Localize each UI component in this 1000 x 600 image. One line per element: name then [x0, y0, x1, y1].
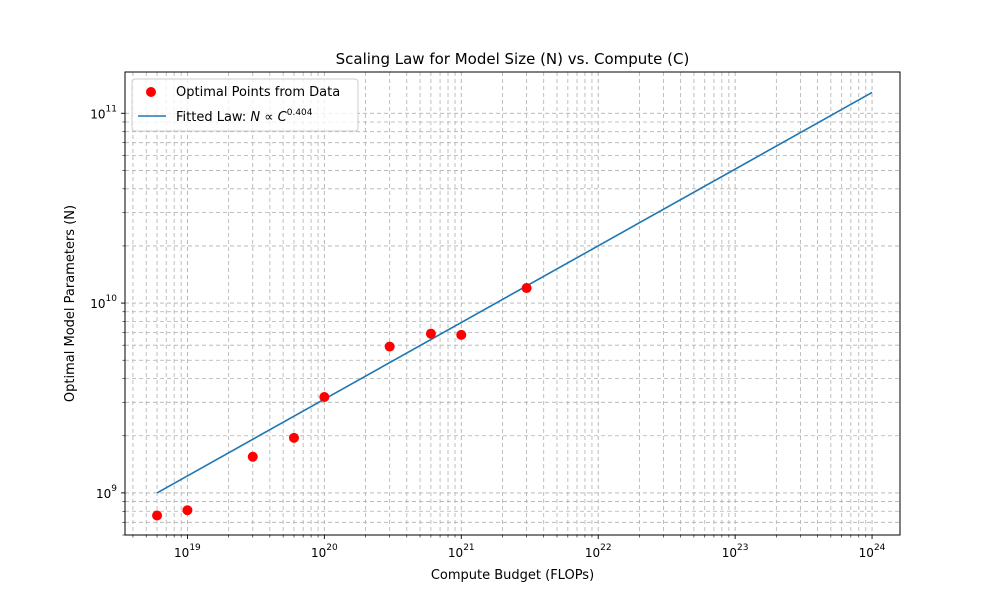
- data-point: [384, 341, 395, 352]
- legend-label-line: Fitted Law: N ∝ C0.404: [176, 108, 313, 125]
- y-tick-label: 1010: [90, 294, 117, 311]
- x-axis-label: Compute Budget (FLOPs): [431, 568, 594, 583]
- data-point: [456, 329, 467, 340]
- x-tick-label: 1020: [311, 543, 338, 560]
- data-point: [288, 432, 299, 443]
- data-point: [521, 283, 532, 294]
- y-tick-label: 109: [96, 484, 117, 501]
- chart-title: Scaling Law for Model Size (N) vs. Compu…: [336, 50, 690, 68]
- legend-line-exponent: 0.404: [287, 108, 313, 118]
- legend-line-formula: N ∝ C: [250, 110, 287, 125]
- x-tick-label: 1019: [174, 543, 201, 560]
- data-point: [247, 451, 258, 462]
- grid: [125, 72, 900, 536]
- data-point: [152, 510, 163, 521]
- data-point: [319, 392, 330, 403]
- data-point: [182, 505, 193, 516]
- x-tick-label: 1023: [722, 543, 749, 560]
- data-point: [425, 328, 436, 339]
- legend-box: [131, 78, 359, 132]
- y-tick-label: 1011: [90, 104, 117, 121]
- legend: Optimal Points from Data Fitted Law: N ∝…: [131, 78, 359, 132]
- plot-area: [152, 91, 873, 521]
- legend-marker-scatter: [146, 87, 156, 97]
- x-tick-label: 1022: [585, 543, 612, 560]
- y-axis-label: Optimal Model Parameters (N): [63, 205, 78, 402]
- fitted-law-line: [156, 91, 873, 494]
- axis-ticks: 1019 1020 1021 1022 1023 1024 109 1010 1011: [90, 104, 885, 560]
- legend-line-prefix: Fitted Law:: [176, 110, 250, 125]
- x-tick-label: 1021: [448, 543, 475, 560]
- legend-label-scatter: Optimal Points from Data: [176, 85, 340, 100]
- x-tick-label: 1024: [859, 543, 886, 560]
